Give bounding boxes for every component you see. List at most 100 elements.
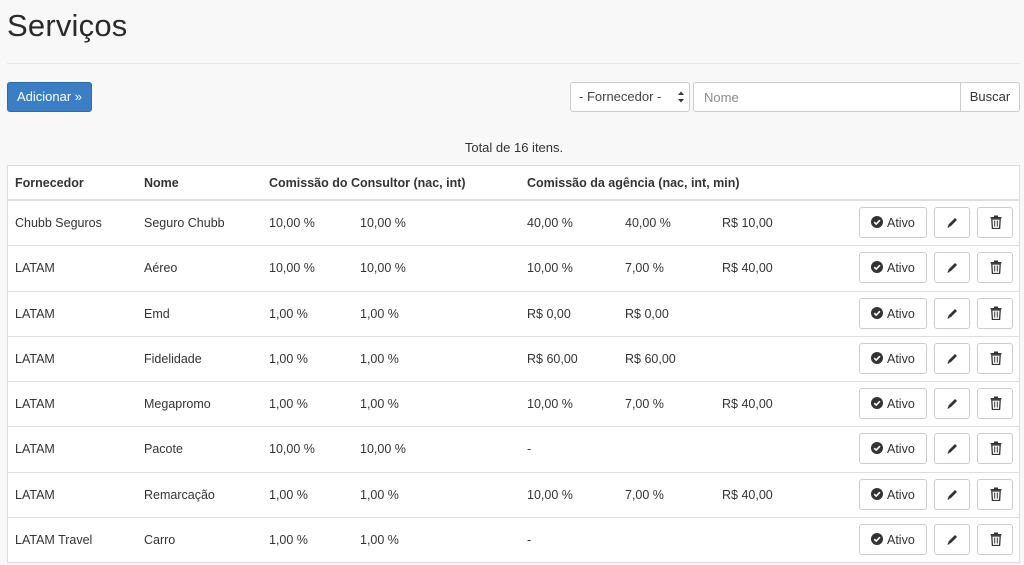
edit-button[interactable] — [934, 342, 970, 374]
edit-button[interactable] — [934, 524, 970, 556]
cell-consultor-int: 1,00 % — [360, 306, 399, 321]
cell-nome: Seguro Chubb — [144, 216, 225, 230]
search-input[interactable] — [693, 82, 961, 112]
pencil-icon — [947, 308, 957, 319]
cell-consultor-nac: 1,00 % — [269, 533, 308, 548]
edit-button[interactable] — [934, 207, 970, 238]
services-table: Fornecedor Nome Comissão do Consultor (n… — [7, 165, 1020, 564]
cell-agencia-int: R$ 0,00 — [625, 306, 669, 321]
search-button[interactable]: Buscar — [960, 82, 1020, 112]
cell-fornecedor: LATAM — [15, 487, 55, 502]
edit-button[interactable] — [934, 388, 970, 420]
trash-icon — [990, 215, 1002, 229]
trash-icon — [990, 306, 1002, 320]
trash-icon — [990, 487, 1002, 501]
header-nome: Nome — [144, 176, 179, 190]
cell-agencia-nac: R$ 60,00 — [527, 351, 578, 366]
table-row: Chubb Seguros Seguro Chubb 10,00 % 10,00 % 4… — [8, 201, 1019, 247]
check-circle-icon — [871, 487, 883, 500]
cell-consultor-nac: 1,00 % — [269, 306, 308, 321]
page-title: Serviços — [7, 8, 128, 43]
cell-consultor-int: 10,00 % — [360, 216, 406, 230]
pencil-icon — [947, 489, 957, 500]
header-comissao-agencia: Comissão da agência (nac, int, min) — [527, 176, 740, 190]
cell-nome: Emd — [144, 306, 170, 321]
fornecedor-select-label: - Fornecedor - — [579, 89, 662, 104]
status-label: Ativo — [887, 351, 915, 366]
status-toggle-button[interactable]: Ativo — [859, 207, 927, 238]
cell-fornecedor: LATAM — [15, 351, 55, 366]
status-toggle-button[interactable]: Ativo — [859, 524, 927, 556]
delete-button[interactable] — [977, 524, 1013, 556]
fornecedor-select[interactable]: - Fornecedor - — [570, 82, 690, 112]
status-toggle-button[interactable]: Ativo — [859, 478, 927, 510]
cell-consultor-int: 1,00 % — [360, 397, 399, 412]
delete-button[interactable] — [977, 297, 1013, 329]
check-circle-icon — [871, 351, 883, 364]
cell-agencia-nac: - — [527, 533, 532, 548]
cell-consultor-int: 1,00 % — [360, 487, 399, 502]
status-label: Ativo — [887, 306, 915, 321]
status-toggle-button[interactable]: Ativo — [859, 297, 927, 329]
cell-fornecedor: LATAM — [15, 442, 55, 457]
cell-consultor-int: 1,00 % — [360, 533, 399, 548]
pencil-icon — [947, 399, 957, 409]
pencil-icon — [947, 263, 957, 274]
table-header: Fornecedor Nome Comissão do Consultor (n… — [8, 166, 1019, 201]
cell-consultor-nac: 10,00 % — [269, 216, 315, 230]
cell-consultor-nac: 1,00 % — [269, 487, 308, 502]
check-circle-icon — [871, 261, 883, 274]
status-label: Ativo — [887, 216, 915, 230]
trash-icon — [990, 396, 1002, 411]
edit-button[interactable] — [934, 433, 970, 465]
cell-fornecedor: Chubb Seguros — [15, 216, 102, 230]
total-summary: Total de 16 itens. — [464, 140, 564, 155]
title-divider — [7, 63, 1020, 64]
check-circle-icon — [871, 216, 883, 228]
status-toggle-button[interactable]: Ativo — [859, 433, 927, 465]
cell-nome: Remarcação — [144, 487, 215, 502]
table-row: LATAM Emd 1,00 % 1,00 % R$ 0,00 R$ 0,00 Ativo — [8, 292, 1019, 337]
cell-consultor-int: 10,00 % — [360, 261, 406, 276]
edit-button[interactable] — [934, 252, 970, 284]
edit-button[interactable] — [934, 478, 970, 510]
select-arrows-icon — [678, 91, 684, 103]
delete-button[interactable] — [977, 342, 1013, 374]
table-row: LATAM Fidelidade 1,00 % 1,00 % R$ 60,00 R$ 60… — [8, 337, 1019, 383]
check-circle-icon — [871, 533, 883, 546]
table-row: LATAM Megapromo 1,00 % 1,00 % 10,00 % 7,00 % R… — [8, 382, 1019, 428]
delete-button[interactable] — [977, 207, 1013, 238]
cell-agencia-int: 7,00 % — [625, 397, 664, 412]
delete-button[interactable] — [977, 388, 1013, 420]
cell-agencia-nac: - — [527, 442, 532, 457]
check-circle-icon — [871, 442, 883, 455]
status-toggle-button[interactable]: Ativo — [859, 252, 927, 284]
table-row: LATAM Pacote 10,00 % 10,00 % - Ativo — [8, 427, 1019, 473]
table-row: LATAM Travel Carro 1,00 % 1,00 % - Ativo — [8, 518, 1019, 564]
edit-button[interactable] — [934, 297, 970, 329]
trash-icon — [990, 441, 1002, 456]
cell-fornecedor: LATAM — [15, 261, 55, 276]
cell-consultor-nac: 1,00 % — [269, 351, 308, 366]
table-body: Chubb Seguros Seguro Chubb 10,00 % 10,00 % 4… — [8, 201, 1019, 564]
cell-agencia-nac: 10,00 % — [527, 397, 573, 412]
cell-agencia-nac: 10,00 % — [527, 261, 573, 276]
trash-icon — [990, 351, 1002, 365]
cell-consultor-int: 10,00 % — [360, 442, 406, 457]
check-circle-icon — [871, 306, 883, 319]
check-circle-icon — [871, 397, 883, 410]
cell-consultor-nac: 10,00 % — [269, 261, 315, 276]
cell-fornecedor: LATAM — [15, 397, 55, 412]
cell-agencia-min: R$ 10,00 — [722, 216, 773, 230]
cell-nome: Aéreo — [144, 261, 178, 276]
cell-agencia-min: R$ 40,00 — [722, 487, 773, 502]
cell-agencia-int: 40,00 % — [625, 216, 671, 230]
delete-button[interactable] — [977, 252, 1013, 284]
delete-button[interactable] — [977, 433, 1013, 465]
cell-nome: Fidelidade — [144, 351, 202, 366]
delete-button[interactable] — [977, 478, 1013, 510]
add-button[interactable]: Adicionar » — [7, 82, 92, 112]
table-row: LATAM Remarcação 1,00 % 1,00 % 10,00 % 7,00 %… — [8, 473, 1019, 519]
status-toggle-button[interactable]: Ativo — [859, 342, 927, 374]
status-toggle-button[interactable]: Ativo — [859, 388, 927, 420]
